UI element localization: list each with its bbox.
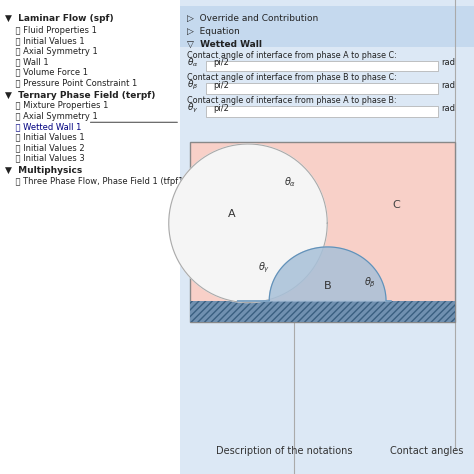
Text: ▷  Override and Contribution: ▷ Override and Contribution [187, 14, 319, 23]
Text: $\theta_\gamma$: $\theta_\gamma$ [187, 101, 199, 115]
Text: ⬛ Initial Values 1: ⬛ Initial Values 1 [5, 36, 84, 46]
Text: ⬛ Mixture Properties 1: ⬛ Mixture Properties 1 [5, 101, 108, 110]
FancyBboxPatch shape [206, 106, 438, 117]
Text: Contact angle of interface from phase A to phase C:: Contact angle of interface from phase A … [187, 51, 397, 60]
Text: pi/2: pi/2 [213, 58, 229, 67]
Text: ⬛ Volume Force 1: ⬛ Volume Force 1 [5, 68, 88, 77]
Text: rad: rad [441, 81, 455, 90]
Text: C: C [393, 200, 401, 210]
FancyBboxPatch shape [206, 83, 438, 94]
Text: ▼  Multiphysics: ▼ Multiphysics [5, 166, 82, 175]
FancyBboxPatch shape [190, 301, 455, 322]
Text: Contact angles: Contact angles [390, 446, 463, 456]
Text: pi/2: pi/2 [213, 81, 229, 90]
Text: ⧉ Pressure Point Constraint 1: ⧉ Pressure Point Constraint 1 [5, 78, 137, 87]
Text: ⬛ Initial Values 1: ⬛ Initial Values 1 [5, 133, 84, 142]
Text: ▷  Equation: ▷ Equation [187, 27, 240, 36]
Text: ⧉ Axial Symmetry 1: ⧉ Axial Symmetry 1 [5, 47, 98, 56]
Text: B: B [324, 281, 331, 292]
Text: ⬛ Fluid Properties 1: ⬛ Fluid Properties 1 [5, 26, 97, 35]
FancyBboxPatch shape [180, 21, 474, 34]
FancyBboxPatch shape [190, 142, 455, 322]
Text: pi/2: pi/2 [213, 104, 229, 112]
Text: rad: rad [441, 104, 455, 112]
Text: $\theta_\beta$: $\theta_\beta$ [187, 79, 199, 92]
Text: ⧉ Wetted Wall 1: ⧉ Wetted Wall 1 [5, 122, 81, 131]
Polygon shape [169, 144, 327, 302]
FancyBboxPatch shape [0, 0, 180, 474]
Text: Description of the notations: Description of the notations [216, 446, 353, 456]
Text: A: A [228, 209, 236, 219]
Text: ⬛ Initial Values 2: ⬛ Initial Values 2 [5, 143, 84, 152]
Text: Contact angle of interface from phase A to phase B:: Contact angle of interface from phase A … [187, 96, 397, 105]
FancyBboxPatch shape [180, 6, 474, 21]
Text: $\theta_\gamma$: $\theta_\gamma$ [258, 261, 270, 275]
Text: ▼  Laminar Flow (spf): ▼ Laminar Flow (spf) [5, 14, 113, 23]
Text: ⬛ Initial Values 3: ⬛ Initial Values 3 [5, 154, 84, 163]
FancyBboxPatch shape [180, 34, 474, 47]
Text: rad: rad [441, 58, 455, 67]
Polygon shape [237, 247, 392, 301]
Text: ⧉ Wall 1: ⧉ Wall 1 [5, 57, 48, 66]
Text: Contact angle of interface from phase B to phase C:: Contact angle of interface from phase B … [187, 73, 397, 82]
Text: ⧉ Axial Symmetry 1: ⧉ Axial Symmetry 1 [5, 112, 98, 121]
Text: $\theta_\alpha$: $\theta_\alpha$ [284, 175, 297, 189]
Text: ▼  Ternary Phase Field (terpf): ▼ Ternary Phase Field (terpf) [5, 91, 155, 100]
Text: ⭕ Three Phase Flow, Phase Field 1 (tfpf1): ⭕ Three Phase Flow, Phase Field 1 (tfpf1… [5, 177, 186, 186]
Text: ▽  Wetted Wall: ▽ Wetted Wall [187, 40, 262, 49]
FancyBboxPatch shape [206, 61, 438, 71]
FancyBboxPatch shape [180, 0, 474, 474]
Text: $\theta_\alpha$: $\theta_\alpha$ [187, 56, 199, 69]
Text: $\theta_\beta$: $\theta_\beta$ [364, 275, 376, 290]
